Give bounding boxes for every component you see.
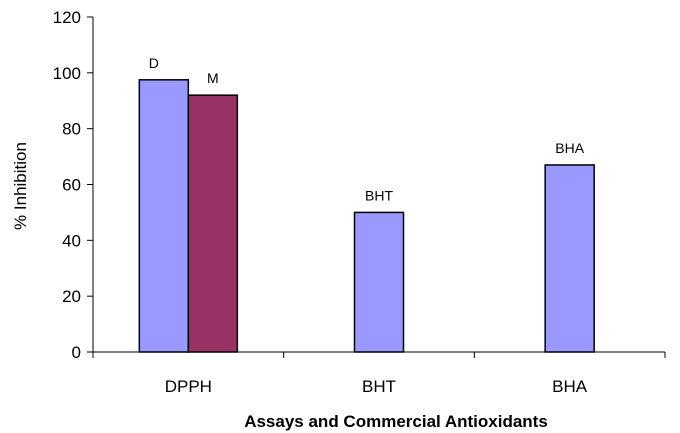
y-tick-label: 120 [53, 8, 81, 27]
y-tick-label: 80 [62, 120, 81, 139]
y-tick-label: 40 [62, 231, 81, 250]
bar [187, 94, 239, 353]
y-tick-label: 0 [72, 343, 81, 362]
x-tick-label: DPPH [165, 377, 212, 396]
bar [544, 164, 595, 353]
y-axis-title: % Inhibition [11, 142, 30, 230]
x-axis-title: Assays and Commercial Antioxidants [244, 412, 548, 431]
y-tick-label: 20 [62, 287, 81, 306]
plot-area: 0 20 40 60 80 100 120 DPPH BHT BHA D M BHT BHA [53, 8, 666, 396]
x-tick-label: BHT [362, 377, 396, 396]
x-tick-label: BHA [552, 377, 588, 396]
bar [138, 79, 190, 353]
y-tick-label: 100 [53, 64, 81, 83]
bar-data-label: BHT [365, 187, 393, 203]
y-tick-label: 60 [62, 176, 81, 195]
bar-data-label: M [207, 70, 219, 86]
bar-data-label: BHA [555, 140, 584, 156]
bar [353, 211, 405, 353]
bar-data-label: D [149, 55, 159, 71]
